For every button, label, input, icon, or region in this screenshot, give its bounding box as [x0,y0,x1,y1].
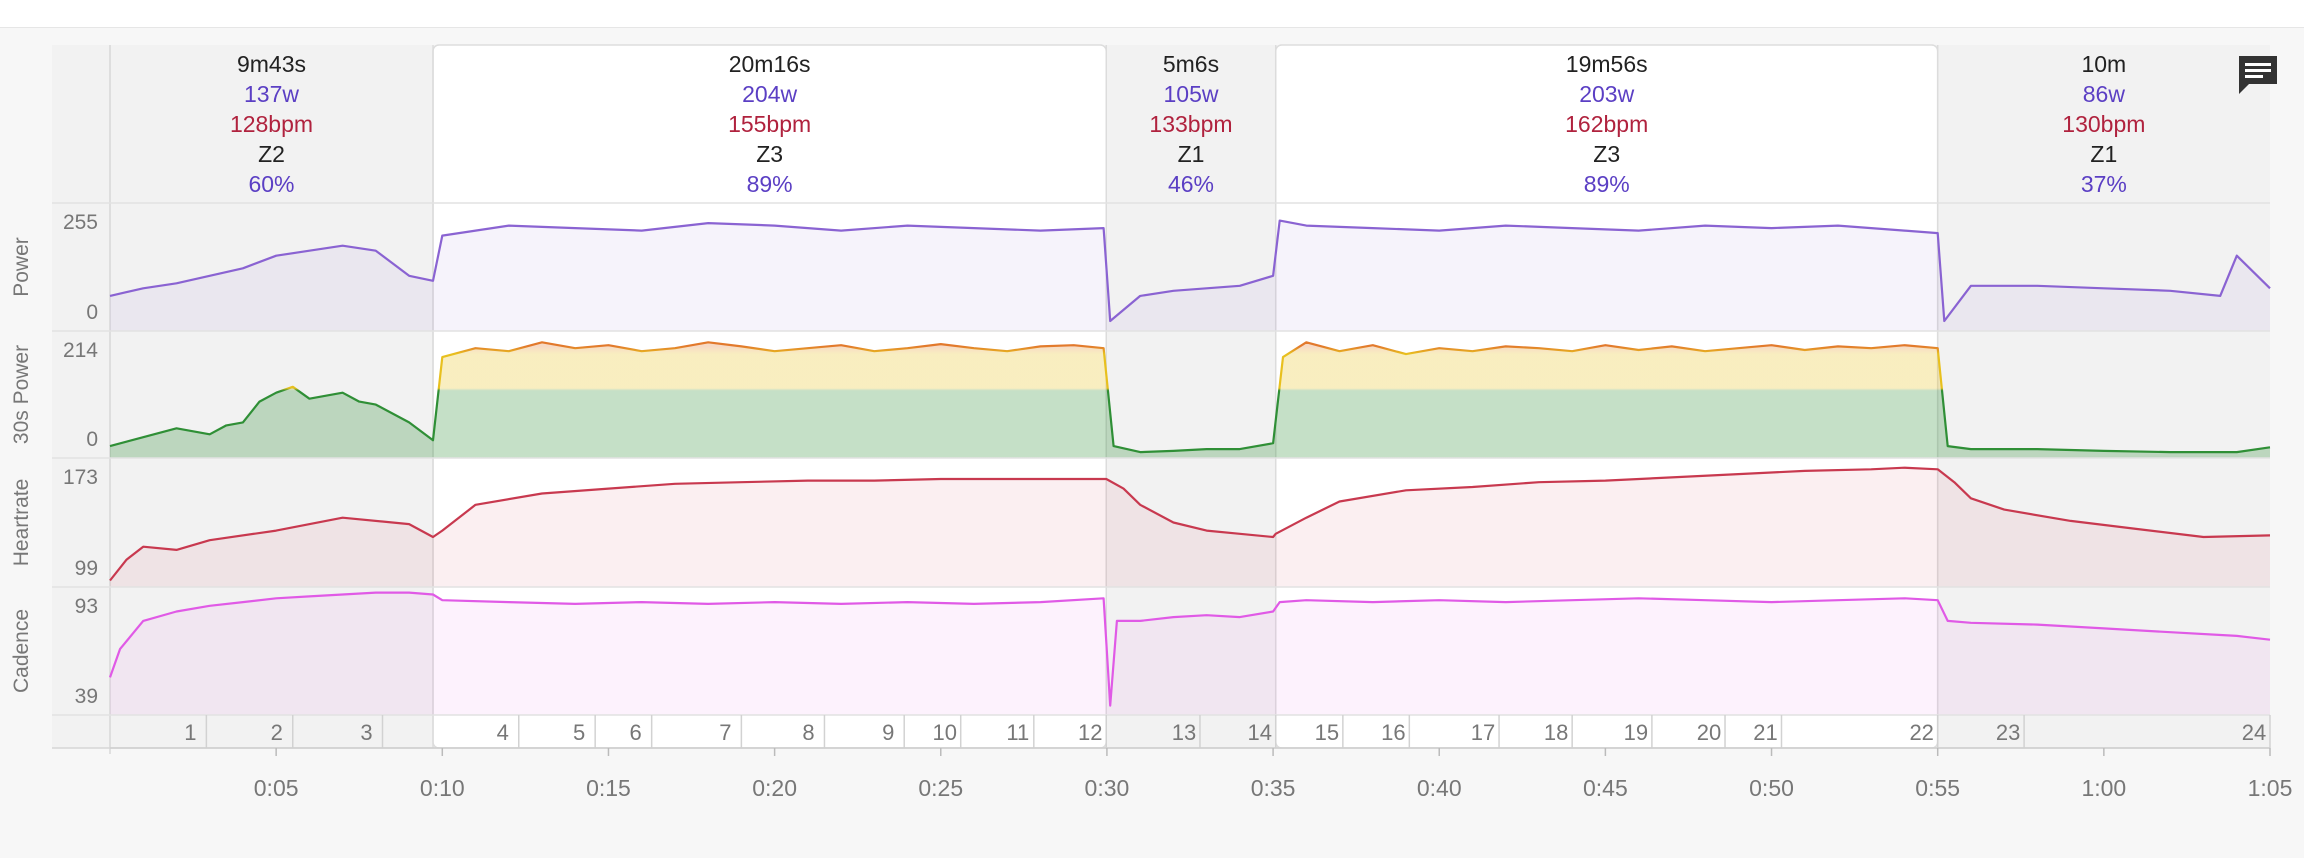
interval-zone: Z2 [258,141,285,167]
interval-percent: 89% [747,171,793,197]
series-line-heartrate [109,466,2271,582]
interval-duration: 19m56s [1566,51,1648,77]
interval-duration: 10m [2081,51,2126,77]
lap-label: 2 [271,720,283,745]
interval-duration: 20m16s [729,51,811,77]
x-tick-label: 0:55 [1915,775,1960,801]
interval-power: 86w [2083,81,2126,107]
y-tick-max: 255 [63,211,98,234]
comment-button[interactable] [2236,53,2280,97]
series-line-cadence [108,591,2271,707]
panel-cadence: 93 39 Cadence [10,586,2271,715]
lap-label: 6 [630,720,642,745]
interval-heartrate: 162bpm [1565,111,1648,137]
lap-label: 21 [1753,720,1777,745]
panel-power: 255 0 Power [10,202,2271,331]
x-tick-label: 0:30 [1085,775,1130,801]
interval-power: 105w [1164,81,1219,107]
x-tick-label: 0:10 [420,775,465,801]
y-tick-max: 173 [63,466,98,489]
x-tick-label: 0:50 [1749,775,1794,801]
x-tick-label: 1:05 [2248,775,2293,801]
lap-label: 22 [1909,720,1933,745]
interval-percent: 60% [248,171,294,197]
interval-percent: 89% [1584,171,1630,197]
x-tick-label: 0:35 [1251,775,1296,801]
lap-label: 20 [1697,720,1721,745]
series-line-power30 [109,341,2271,454]
lap-label: 23 [1996,720,2020,745]
lap-label: 14 [1247,720,1271,745]
series-area-power30 [110,342,2270,458]
lap-label: 18 [1544,720,1568,745]
lap-label: 9 [882,720,894,745]
lap-label: 3 [360,720,372,745]
comment-icon [2239,56,2277,94]
lap-label: 12 [1078,720,1102,745]
x-tick-label: 0:15 [586,775,631,801]
lap-row: 1 2 3 4 5 6 7 8 9 10 11 12 13 14 15 16 17 18 19 20 21 22 23 24 [52,714,2271,749]
y-tick-min: 0 [86,301,98,324]
interval-duration: 9m43s [237,51,306,77]
interval-zone: Z1 [1178,141,1205,167]
y-tick-min: 39 [75,685,98,708]
x-axis: 0:05 0:10 0:15 0:20 0:25 0:30 0:35 0:40 0:45 0:50… [110,747,2293,801]
lap-label: 7 [719,720,731,745]
series-area-cadence [110,592,2270,715]
interval-heartrate: 130bpm [2062,111,2145,137]
x-tick-label: 0:40 [1417,775,1462,801]
series-line-power [109,219,2271,323]
lap-label: 11 [1006,720,1029,745]
lap-label: 8 [802,720,814,745]
interval-zone: Z1 [2090,141,2117,167]
interval-percent: 37% [2081,171,2127,197]
interval-power: 137w [244,81,299,107]
lap-label: 19 [1624,720,1648,745]
lap-label: 4 [497,720,509,745]
x-tick-label: 1:00 [2081,775,2126,801]
panel-label: Heartrate [10,479,33,567]
interval-power: 203w [1579,81,1634,107]
panel-power30: 214 0 30s Power [10,330,2271,458]
y-tick-max: 214 [63,339,98,362]
interval-percent: 46% [1168,171,1214,197]
lap-label: 10 [932,720,956,745]
interval-heartrate: 133bpm [1149,111,1232,137]
x-tick-label: 0:25 [918,775,963,801]
lap-label: 1 [184,720,196,745]
interval-duration: 5m6s [1163,51,1219,77]
top-bar [0,0,2304,28]
series-area-power [110,220,2270,331]
interval-zone: Z3 [1593,141,1620,167]
panel-label: Power [10,237,33,297]
interval-heartrate: 155bpm [728,111,811,137]
lap-label: 15 [1315,720,1339,745]
lap-label: 16 [1381,720,1405,745]
lap-label: 17 [1471,720,1495,745]
x-tick-label: 0:05 [254,775,299,801]
interval-zone: Z3 [756,141,783,167]
x-tick-label: 0:45 [1583,775,1628,801]
lap-label: 5 [573,720,585,745]
lap-label: 13 [1172,720,1196,745]
panel-heartrate: 173 99 Heartrate [10,457,2271,587]
interval-heartrate: 128bpm [230,111,313,137]
interval-power: 204w [742,81,797,107]
panel-label: 30s Power [10,345,33,444]
panel-label: Cadence [10,609,33,693]
x-tick-label: 0:20 [752,775,797,801]
y-tick-max: 93 [75,595,98,618]
y-tick-min: 0 [86,428,98,451]
y-tick-min: 99 [75,557,98,580]
lap-label: 24 [2242,720,2266,745]
